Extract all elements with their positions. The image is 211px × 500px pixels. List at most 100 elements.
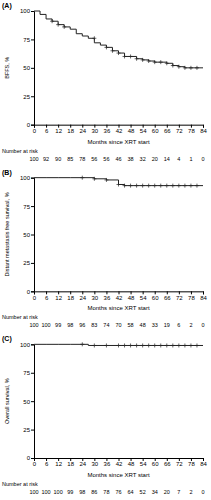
x-tick: 6 <box>45 291 49 300</box>
at-risk-value: 98 <box>79 489 85 495</box>
x-tick-label: 78 <box>188 295 195 301</box>
y-tick: 0 <box>27 289 34 295</box>
y-tick-label: 100 <box>20 8 31 14</box>
x-tick-label: 18 <box>67 128 74 134</box>
y-tick-label: 50 <box>23 65 30 71</box>
x-tick: 18 <box>67 458 74 467</box>
x-tick-label: 0 <box>33 461 37 467</box>
x-tick-label: 66 <box>164 128 171 134</box>
at-risk-value: 38 <box>128 156 134 162</box>
at-risk-title: Number at risk <box>2 314 38 320</box>
censor-mark <box>189 66 193 70</box>
at-risk-value: 74 <box>103 322 109 328</box>
y-tick-label: 50 <box>23 399 30 405</box>
x-tick: 48 <box>128 291 135 300</box>
censor-mark <box>135 57 139 61</box>
y-tick: 100 <box>20 175 34 181</box>
panel-label: (C) <box>2 335 12 343</box>
x-tick-label: 54 <box>140 461 147 467</box>
x-axis: 0612182430364248546066727884 <box>33 291 208 300</box>
y-tick-label: 75 <box>23 37 30 43</box>
y-tick: 25 <box>23 94 34 100</box>
at-risk-value: 92 <box>43 156 49 162</box>
y-axis-line <box>31 345 35 459</box>
x-tick: 30 <box>92 458 99 467</box>
y-axis: 0255075100 <box>20 8 35 128</box>
censor-mark <box>62 25 66 29</box>
censor-mark <box>129 343 133 347</box>
y-axis-line <box>31 178 35 292</box>
x-tick-label: 54 <box>140 295 147 301</box>
x-tick: 54 <box>140 458 147 467</box>
x-tick-label: 30 <box>92 128 99 134</box>
x-tick: 60 <box>152 291 159 300</box>
x-tick: 84 <box>200 291 207 300</box>
x-tick: 78 <box>188 125 195 134</box>
at-risk-value: 6 <box>177 322 180 328</box>
panel-label: (B) <box>2 169 12 177</box>
x-tick: 84 <box>200 125 207 134</box>
censor-mark <box>117 182 121 186</box>
x-tick-label: 84 <box>200 128 207 134</box>
x-tick-label: 48 <box>128 295 135 301</box>
panel-label: (A) <box>2 2 12 10</box>
y-tick-label: 25 <box>23 94 30 100</box>
y-tick-label: 75 <box>23 204 30 210</box>
at-risk-value: 20 <box>152 156 158 162</box>
censor-mark <box>183 66 187 70</box>
y-tick-label: 100 <box>20 175 31 181</box>
x-tick: 48 <box>128 125 135 134</box>
y-tick-mark <box>31 206 34 207</box>
survival-curve <box>34 11 203 68</box>
survival-curve <box>34 178 203 186</box>
x-tick-label: 78 <box>188 128 195 134</box>
x-tick: 66 <box>164 458 171 467</box>
y-tick-mark <box>31 373 34 374</box>
censor-mark <box>104 343 108 347</box>
censor-mark <box>123 184 127 188</box>
censor-mark <box>177 343 181 347</box>
at-risk-value: 19 <box>164 322 170 328</box>
censor-mark <box>195 184 199 188</box>
x-tick-label: 48 <box>128 461 135 467</box>
x-tick-label: 36 <box>104 461 111 467</box>
x-tick-label: 18 <box>67 461 74 467</box>
x-tick: 36 <box>104 458 111 467</box>
x-tick-label: 72 <box>176 295 183 301</box>
x-tick: 12 <box>55 125 62 134</box>
at-risk-value: 76 <box>115 489 121 495</box>
y-tick-label: 75 <box>23 370 30 376</box>
censor-mark <box>195 343 199 347</box>
x-tick-label: 72 <box>176 461 183 467</box>
censor-mark <box>92 343 96 347</box>
y-tick: 100 <box>20 342 34 348</box>
y-tick-mark <box>31 125 34 126</box>
x-tick-label: 36 <box>104 128 111 134</box>
y-tick-mark <box>31 235 34 236</box>
x-tick-label: 84 <box>200 295 207 301</box>
at-risk-value: 100 <box>29 156 38 162</box>
at-risk-value: 83 <box>91 322 97 328</box>
at-risk-value: 48 <box>140 322 146 328</box>
at-risk-value: 34 <box>152 489 158 495</box>
censor-mark <box>80 342 84 346</box>
censor-mark <box>135 343 139 347</box>
censor-mark <box>183 343 187 347</box>
y-tick: 100 <box>20 8 34 14</box>
x-tick: 42 <box>116 458 123 467</box>
x-tick-label: 12 <box>55 461 62 467</box>
at-risk-value: 70 <box>115 322 121 328</box>
x-tick-label: 30 <box>92 295 99 301</box>
x-tick: 42 <box>116 291 123 300</box>
censor-mark <box>123 54 127 58</box>
censor-mark <box>171 343 175 347</box>
x-tick: 24 <box>79 458 86 467</box>
panel: 06121824303642485460667278840255075100(B… <box>2 169 207 329</box>
panel: 06121824303642485460667278840255075100(C… <box>2 335 207 495</box>
x-tick: 66 <box>164 291 171 300</box>
x-tick-label: 12 <box>55 295 62 301</box>
censor-mark <box>110 49 114 53</box>
x-tick: 54 <box>140 125 147 134</box>
y-tick: 50 <box>23 399 34 405</box>
censor-mark <box>141 343 145 347</box>
